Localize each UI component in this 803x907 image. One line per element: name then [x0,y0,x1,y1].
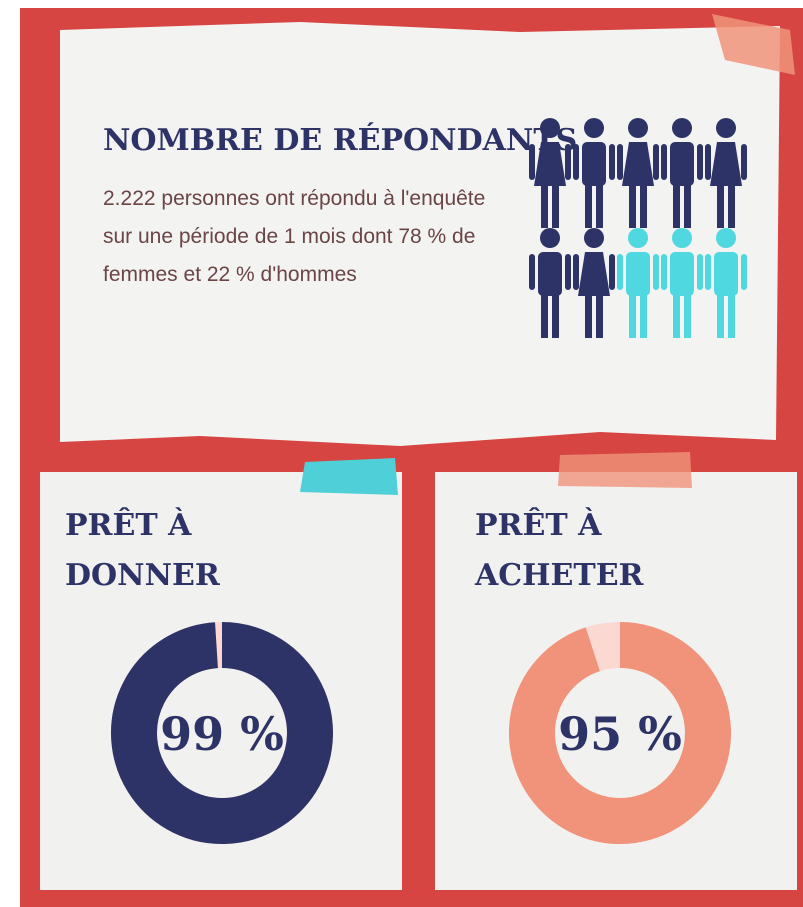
torso [670,142,694,186]
arm [529,254,535,290]
arm [609,254,615,290]
torso [582,142,606,186]
arm [529,144,535,180]
leg [728,294,735,338]
arm [697,254,703,290]
arm [573,254,579,290]
donut-label: 99 % [160,707,284,761]
leg [541,184,548,228]
leg [629,184,636,228]
torso [670,252,694,296]
tape [300,458,398,495]
leg [717,184,724,228]
head [584,228,604,248]
arm [617,254,623,290]
header-text: sur une période de 1 mois dont 78 % de [103,225,475,248]
leg [585,184,592,228]
head [716,228,736,248]
head [540,228,560,248]
arm [661,144,667,180]
leg [684,184,691,228]
leg [629,294,636,338]
arm [653,254,659,290]
leg [541,294,548,338]
infographic: NOMBRE DE RÉPONDANTS 2.222 personnes ont… [0,0,803,907]
arm [705,144,711,180]
head [672,228,692,248]
leg [596,294,603,338]
arm [565,254,571,290]
head [672,118,692,138]
head [628,228,648,248]
card-title: PRÊT À [65,507,192,543]
torso [714,252,738,296]
leg [728,184,735,228]
leg [640,294,647,338]
card-title: PRÊT À [475,507,602,543]
leg [684,294,691,338]
head [584,118,604,138]
card-title: ACHETER [474,558,645,593]
leg [585,294,592,338]
header-title: NOMBRE DE RÉPONDANTS [103,122,577,158]
arm [565,144,571,180]
arm [741,254,747,290]
arm [661,254,667,290]
header-text: femmes et 22 % d'hommes [103,263,357,286]
leg [640,184,647,228]
arm [609,144,615,180]
torso [538,252,562,296]
arm [617,144,623,180]
leg [673,294,680,338]
leg [596,184,603,228]
head [716,118,736,138]
arm [573,144,579,180]
head [540,118,560,138]
leg [673,184,680,228]
arm [697,144,703,180]
donut-label: 95 % [558,707,682,761]
torso [626,252,650,296]
card-title: DONNER [65,558,221,593]
leg [552,184,559,228]
head [628,118,648,138]
arm [741,144,747,180]
tape [558,452,692,488]
header-text: 2.222 personnes ont répondu à l'enquête [103,187,485,210]
leg [552,294,559,338]
arm [705,254,711,290]
arm [653,144,659,180]
leg [717,294,724,338]
